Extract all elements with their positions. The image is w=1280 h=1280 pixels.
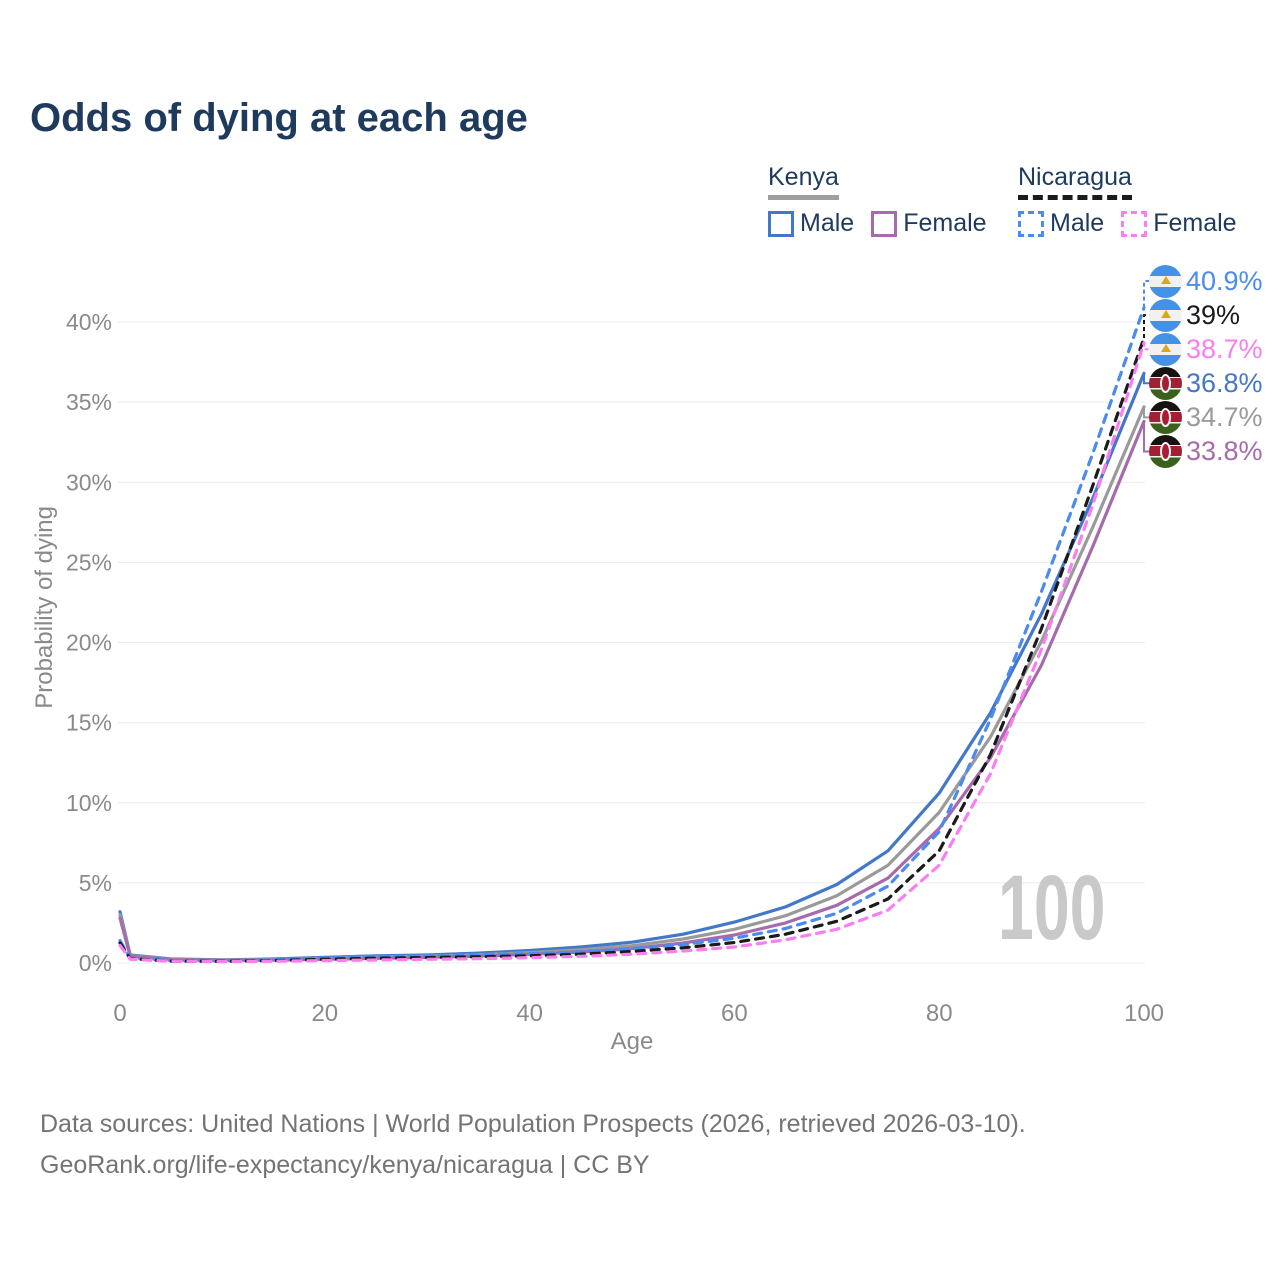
end-label-value: 39% <box>1186 299 1241 330</box>
end-label-connector <box>1143 421 1150 453</box>
kenya-flag-icon <box>1149 366 1182 400</box>
legend-items: Male Female <box>768 209 987 238</box>
legend-item-label: Male <box>1050 209 1105 237</box>
end-label-connector <box>1143 373 1150 385</box>
series-line-kenya-female[interactable] <box>118 419 1146 963</box>
legend-item-nicaragua-male[interactable]: Male <box>1018 209 1104 238</box>
legend-swatch-dashed-icon <box>1121 210 1148 237</box>
kenya-flag-icon <box>1149 400 1182 434</box>
nicaragua-flag-emblem-icon <box>1160 344 1171 353</box>
y-tick-label: 0% <box>79 950 112 976</box>
nicaragua-flag-icon <box>1149 332 1182 366</box>
nicaragua-flag-icon <box>1149 298 1182 332</box>
legend-swatch-dashed-icon <box>1018 210 1044 237</box>
y-tick-label: 5% <box>79 870 112 896</box>
series-line-nicaragua-male[interactable] <box>118 306 1146 963</box>
y-tick-label: 35% <box>66 389 112 415</box>
kenya-flag-emblem-icon <box>1160 373 1171 393</box>
footer: Data sources: United Nations | World Pop… <box>40 1104 1026 1186</box>
end-label-row-nicaragua-male: 40.9% <box>1149 264 1263 298</box>
end-label-connector <box>1143 280 1150 308</box>
kenya-flag-icon <box>1149 435 1182 468</box>
x-tick-label: 20 <box>311 1000 338 1027</box>
y-tick-label: 10% <box>66 790 112 816</box>
kenya-flag-emblem-icon <box>1160 442 1171 461</box>
x-tick-label: 60 <box>721 1000 748 1027</box>
legend-country-kenya[interactable]: Kenya <box>768 163 839 200</box>
nicaragua-flag-icon <box>1149 264 1182 298</box>
x-tick-label: 0 <box>113 1000 126 1027</box>
legend-swatch-solid-icon <box>768 210 794 237</box>
end-label-value: 33.8% <box>1186 436 1263 466</box>
legend-item-nicaragua-female[interactable]: Female <box>1121 209 1237 238</box>
x-tick-label: 40 <box>516 1000 543 1027</box>
legend-items: Male Female <box>1018 209 1237 238</box>
y-tick-label: 20% <box>66 630 112 656</box>
y-tick-label: 15% <box>66 710 112 736</box>
end-label-value: 38.7% <box>1186 333 1263 364</box>
age-watermark: 100 <box>998 857 1106 959</box>
x-tick-label: 100 <box>1124 1000 1164 1027</box>
kenya-flag-emblem-icon <box>1160 407 1171 427</box>
x-tick-label: 80 <box>926 1000 953 1027</box>
y-tick-label: 25% <box>66 549 112 575</box>
attribution-text: GeoRank.org/life-expectancy/kenya/nicara… <box>40 1151 650 1179</box>
end-label-row-nicaragua-female: 38.7% <box>1149 332 1263 366</box>
end-label-value: 34.7% <box>1186 401 1263 432</box>
data-sources-text: Data sources: United Nations | World Pop… <box>40 1110 1026 1138</box>
end-label-row-kenya-both: 34.7% <box>1149 400 1263 434</box>
series-line-nicaragua-both[interactable] <box>118 336 1146 964</box>
end-label-connector <box>1143 406 1150 419</box>
end-label-connector <box>1143 342 1150 351</box>
x-axis-title: Age <box>610 1028 654 1055</box>
series-line-kenya-both[interactable] <box>118 405 1146 962</box>
nicaragua-flag-emblem-icon <box>1160 276 1171 284</box>
series-line-kenya-male[interactable] <box>118 371 1146 962</box>
end-label-connector <box>1143 314 1150 338</box>
series-line-nicaragua-female[interactable] <box>118 341 1146 964</box>
legend-country-nicaragua[interactable]: Nicaragua <box>1018 163 1132 200</box>
y-tick-label: 40% <box>66 309 112 335</box>
legend-item-kenya-male[interactable]: Male <box>768 209 854 238</box>
end-label-row-kenya-female: 33.8% <box>1149 435 1263 469</box>
nicaragua-flag-emblem-icon <box>1160 310 1171 319</box>
legend-item-label: Female <box>1153 209 1237 237</box>
chart-title: Odds of dying at each age <box>30 96 528 140</box>
legend-group-nicaragua: Nicaragua Male Female <box>1018 163 1237 238</box>
end-label-row-kenya-male: 36.8% <box>1149 366 1263 400</box>
legend-group-kenya: Kenya Male Female <box>768 163 987 238</box>
end-label-value: 36.8% <box>1186 367 1263 398</box>
end-label-value: 40.9% <box>1186 265 1263 296</box>
end-label-row-nicaragua-both: 39% <box>1149 298 1240 332</box>
y-tick-label: 30% <box>66 469 112 495</box>
legend-item-label: Female <box>903 209 987 237</box>
y-axis-title: Probability of dying <box>31 506 58 709</box>
legend-swatch-solid-icon <box>871 210 898 237</box>
legend-item-label: Male <box>800 209 855 237</box>
legend-item-kenya-female[interactable]: Female <box>871 209 987 238</box>
